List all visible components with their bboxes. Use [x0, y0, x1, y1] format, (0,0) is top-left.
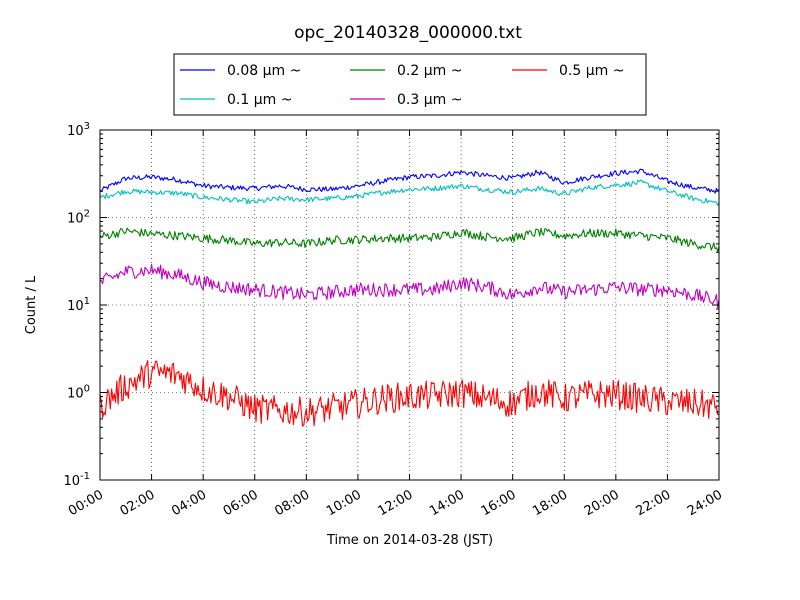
y-tick-exponent: 0: [84, 384, 90, 395]
series-line-4: [99, 263, 720, 309]
x-tick-label: 20:00: [582, 487, 622, 519]
series-line-5: [99, 360, 720, 427]
y-tick-label: 103: [67, 121, 90, 139]
y-tick-label: 100: [67, 384, 90, 402]
x-tick-labels: 00:00 02:00 04:00 06:00 08:00 10:00 12:00 14:00…: [66, 487, 725, 519]
x-tick-label: 14:00: [427, 487, 467, 519]
x-tick-label: 22:00: [633, 487, 673, 519]
series-line-3: [99, 227, 720, 252]
y-tick-label: 10-1: [63, 471, 90, 489]
y-tick-exponent: 3: [84, 121, 90, 132]
legend-box: [173, 53, 647, 116]
y-axis-label: Count / L: [24, 275, 39, 334]
legend-label: 0.3 μm ~: [397, 92, 462, 108]
x-axis-label: Time on 2014-03-28 (JST): [326, 533, 493, 548]
legend-label: 0.08 μm ~: [227, 63, 301, 79]
series-line-1: [99, 168, 720, 194]
legend-label: 0.1 μm ~: [227, 92, 292, 108]
x-tick-label: 16:00: [479, 487, 519, 519]
x-tick-label: 04:00: [169, 487, 209, 519]
y-tick-exponent: 2: [84, 209, 90, 220]
plot-frame: [99, 129, 720, 481]
legend-label: 0.2 μm ~: [397, 63, 462, 79]
x-tick-label: 10:00: [324, 487, 364, 519]
legend-label: 0.5 μm ~: [559, 63, 624, 79]
x-tick-label: 24:00: [685, 487, 725, 519]
x-tick-label: 06:00: [221, 487, 261, 519]
y-tick-exponent: -1: [80, 471, 90, 482]
x-tick-label: 18:00: [530, 487, 570, 519]
x-tick-label: 00:00: [66, 487, 106, 519]
y-tick-exponent: 1: [84, 296, 90, 307]
x-tick-label: 02:00: [118, 487, 158, 519]
y-tick-label: 101: [67, 296, 90, 314]
y-tick-label: 102: [67, 209, 90, 227]
tick-marks: [99, 129, 720, 481]
series-lines: [99, 168, 720, 427]
x-tick-label: 08:00: [272, 487, 312, 519]
series-line-2: [99, 179, 720, 206]
chart-title: opc_20140328_000000.txt: [294, 23, 522, 43]
legend: 0.08 μm ~ 0.1 μm ~ 0.2 μm ~ 0.3 μm ~ 0.5 μm …: [180, 63, 624, 108]
x-tick-label: 12:00: [376, 487, 416, 519]
